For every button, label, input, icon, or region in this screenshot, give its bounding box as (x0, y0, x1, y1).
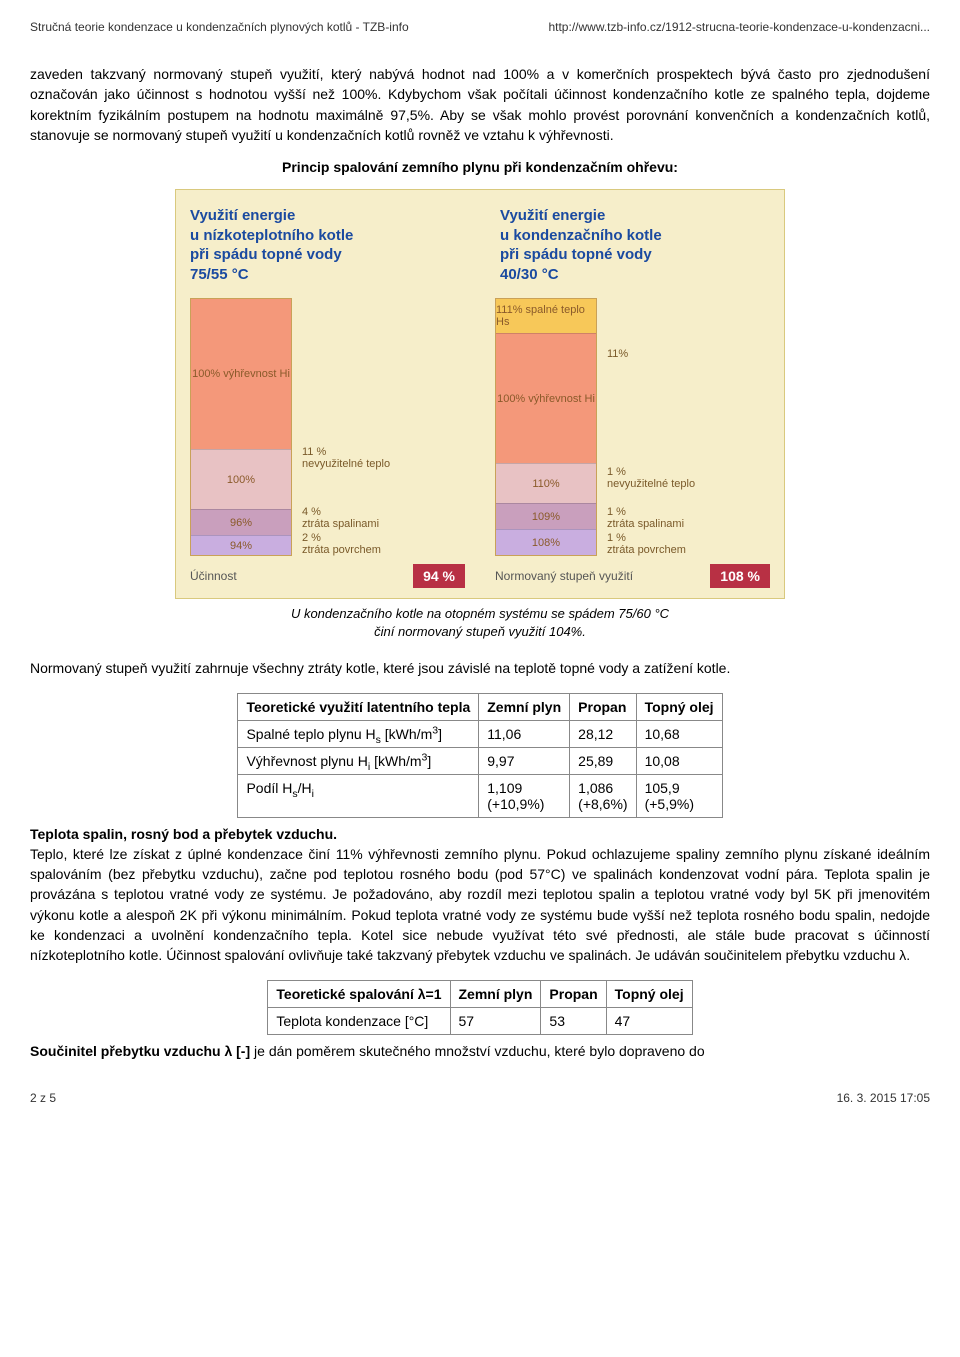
page-header: Stručná teorie kondenzace u kondenzačníc… (30, 20, 930, 34)
legend-item: 11% (607, 348, 695, 360)
paragraph-3: Teplo, které lze získat z úplné kondenza… (30, 846, 930, 963)
legend-item: 1 %nevyužitelné teplo (607, 466, 695, 490)
stack-segment: 109% (496, 503, 596, 529)
right-eff-badge: 108 % (710, 564, 770, 588)
left-eff-label: Účinnost (190, 569, 237, 583)
legend-item: 11 %nevyužitelné teplo (302, 446, 390, 470)
left-legend: 11 %nevyužitelné teplo 4 %ztráta spalinam… (302, 320, 390, 556)
table-header: Propan (541, 980, 606, 1007)
right-stack: 111% spalné teplo Hs100% výhřevnost Hi11… (495, 298, 597, 556)
stack-segment: 100% výhřevnost Hi (496, 333, 596, 463)
stack-segment: 94% (191, 535, 291, 555)
table-header: Teoretické využití latentního tepla (238, 693, 479, 720)
header-title: Stručná teorie kondenzace u kondenzačníc… (30, 20, 409, 34)
left-stack: 100% výhřevnost Hi100%96%94% (190, 298, 292, 556)
table-header: Zemní plyn (450, 980, 541, 1007)
combustion-diagram: Využití energie u nízkoteplotního kotle … (175, 189, 785, 599)
stack-segment: 100% výhřevnost Hi (191, 299, 291, 449)
latent-heat-table: Teoretické využití latentního teplaZemní… (237, 693, 722, 818)
paragraph-2: Normovaný stupeň využití zahrnuje všechn… (30, 658, 930, 678)
diagram-heading: Princip spalování zemního plynu při kond… (30, 159, 930, 175)
table-header: Topný olej (636, 693, 722, 720)
diagram-title-left: Využití energie u nízkoteplotního kotle … (190, 206, 460, 284)
legend-item: 1 %ztráta povrchem (607, 532, 695, 556)
right-stack-group: 111% spalné teplo Hs100% výhřevnost Hi11… (495, 298, 770, 556)
left-eff-badge: 94 % (413, 564, 465, 588)
stack-segment: 108% (496, 529, 596, 555)
page-timestamp: 16. 3. 2015 17:05 (837, 1091, 930, 1105)
legend-item: 4 %ztráta spalinami (302, 506, 390, 530)
legend-item: 2 %ztráta povrchem (302, 532, 390, 556)
subheading-dewpoint: Teplota spalin, rosný bod a přebytek vzd… (30, 826, 337, 842)
stack-segment: 96% (191, 509, 291, 535)
table-header: Propan (570, 693, 636, 720)
stack-segment: 110% (496, 463, 596, 503)
left-stack-group: 100% výhřevnost Hi100%96%94% 11 %nevyuži… (190, 298, 465, 556)
legend-item: 1 %ztráta spalinami (607, 506, 695, 530)
header-url: http://www.tzb-info.cz/1912-strucna-teor… (548, 20, 930, 34)
table-row: Spalné teplo plynu Hs [kWh/m3]11,0628,12… (238, 720, 722, 747)
table-header: Teoretické spalování λ=1 (268, 980, 450, 1007)
stack-segment: 111% spalné teplo Hs (496, 299, 596, 333)
stack-segment: 100% (191, 449, 291, 509)
right-eff-label: Normovaný stupeň využití (495, 569, 633, 583)
paragraph-4: Součinitel přebytku vzduchu λ [-] je dán… (30, 1041, 930, 1061)
page-footer: 2 z 5 16. 3. 2015 17:05 (0, 1085, 960, 1115)
right-legend: 11% 1 %nevyužitelné teplo 1 %ztráta spalin… (607, 326, 695, 556)
table-header: Topný olej (606, 980, 692, 1007)
diagram-caption: U kondenzačního kotle na otopném systému… (30, 605, 930, 640)
page-counter: 2 z 5 (30, 1091, 56, 1105)
condensation-temp-table: Teoretické spalování λ=1Zemní plynPropan… (267, 980, 692, 1035)
table-row: Teplota kondenzace [°C]575347 (268, 1007, 692, 1034)
table-row: Podíl Hs/Hi1,109(+10,9%)1,086(+8,6%)105,… (238, 774, 722, 817)
diagram-title-right: Využití energie u kondenzačního kotle př… (500, 206, 770, 284)
table-header: Zemní plyn (479, 693, 570, 720)
paragraph-1: zaveden takzvaný normovaný stupeň využit… (30, 64, 930, 145)
table-row: Výhřevnost plynu Hi [kWh/m3]9,9725,8910,… (238, 747, 722, 774)
